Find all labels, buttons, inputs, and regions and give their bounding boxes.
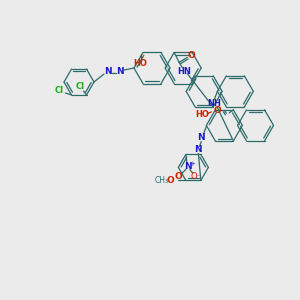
Text: HO: HO	[195, 110, 209, 119]
Text: N: N	[104, 68, 112, 76]
Text: HN: HN	[177, 67, 191, 76]
Text: O: O	[175, 172, 183, 181]
Text: N: N	[197, 133, 205, 142]
Text: Cl: Cl	[55, 86, 64, 95]
Text: Cl: Cl	[76, 82, 85, 91]
Text: O: O	[187, 51, 195, 60]
Text: N: N	[194, 145, 202, 154]
Text: O⁻: O⁻	[190, 172, 201, 181]
Text: HO: HO	[133, 59, 147, 68]
Text: NH: NH	[207, 99, 221, 108]
Text: N: N	[184, 162, 192, 171]
Text: O: O	[167, 176, 175, 185]
Text: O: O	[214, 106, 221, 115]
Text: +: +	[189, 161, 195, 167]
Text: N: N	[116, 68, 124, 76]
Text: CH₃: CH₃	[155, 176, 169, 185]
